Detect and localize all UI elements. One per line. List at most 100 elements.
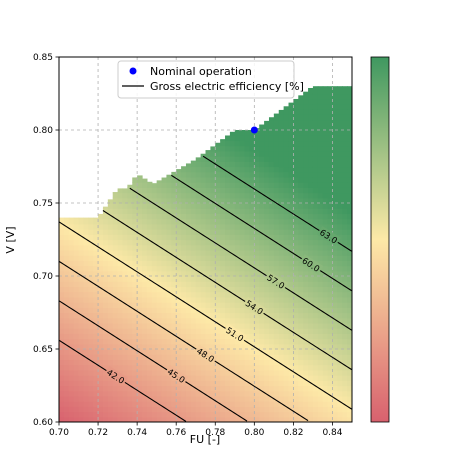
heatmap-cell <box>229 349 236 355</box>
heatmap-cell <box>166 375 172 381</box>
heatmap-cell <box>278 130 285 136</box>
heatmap-cell <box>200 385 207 392</box>
heatmap-cell <box>102 249 109 256</box>
heatmap-cell <box>190 307 197 314</box>
heatmap-cell <box>273 338 280 345</box>
x-tick-label: 0.78 <box>205 428 225 438</box>
heatmap-cell <box>205 265 211 272</box>
heatmap-cell <box>210 302 216 308</box>
heatmap-cell <box>166 234 172 241</box>
heatmap-cell <box>308 197 314 204</box>
heatmap-cell <box>156 338 163 345</box>
heatmap-cell <box>185 208 192 215</box>
heatmap-cell <box>117 401 124 407</box>
heatmap-cell <box>342 359 348 366</box>
heatmap-cell <box>347 145 352 152</box>
heatmap-cell <box>127 375 133 381</box>
heatmap-cell <box>122 270 128 277</box>
heatmap-cell <box>171 416 177 422</box>
heatmap-cell <box>317 114 324 121</box>
heatmap-cell <box>73 217 80 220</box>
heatmap-cell <box>322 88 329 95</box>
heatmap-cell <box>308 270 314 277</box>
heatmap-cell <box>347 260 352 267</box>
efficiency-heatmap <box>59 86 352 422</box>
heatmap-cell <box>317 390 324 397</box>
heatmap-cell <box>244 333 251 340</box>
heatmap-cell <box>88 217 94 220</box>
heatmap-cell <box>59 291 65 298</box>
heatmap-cell <box>161 187 168 194</box>
heatmap-cell <box>298 411 304 418</box>
heatmap-cell <box>205 197 211 204</box>
heatmap-cell <box>293 338 299 345</box>
heatmap-cell <box>132 312 138 319</box>
heatmap-cell <box>225 312 231 319</box>
heatmap-cell <box>229 239 236 246</box>
heatmap-cell <box>225 286 231 293</box>
heatmap-cell <box>59 328 65 334</box>
heatmap-cell <box>347 229 352 235</box>
heatmap-cell <box>132 401 138 407</box>
heatmap-cell <box>342 150 348 157</box>
heatmap-cell <box>259 375 265 381</box>
heatmap-cell <box>254 156 260 162</box>
heatmap-cell <box>78 255 85 261</box>
heatmap-cell <box>122 286 128 293</box>
heatmap-cell <box>142 406 148 413</box>
heatmap-cell <box>185 276 192 282</box>
heatmap-cell <box>176 234 182 241</box>
heatmap-cell <box>59 276 65 282</box>
x-tick-label: 0.70 <box>49 428 69 438</box>
heatmap-cell <box>205 307 211 314</box>
heatmap-cell <box>205 260 211 267</box>
heatmap-cell <box>259 317 265 324</box>
heatmap-cell <box>151 369 158 376</box>
heatmap-cell <box>303 375 309 381</box>
heatmap-cell <box>239 343 246 350</box>
heatmap-cell <box>298 103 304 110</box>
heatmap-cell <box>93 322 99 329</box>
heatmap-cell <box>190 161 197 168</box>
heatmap-cell <box>185 163 192 168</box>
heatmap-cell <box>322 145 329 152</box>
heatmap-cell <box>107 359 114 366</box>
heatmap-cell <box>264 338 270 345</box>
heatmap-cell <box>288 135 294 142</box>
heatmap-cell <box>239 390 246 397</box>
heatmap-cell <box>205 291 211 298</box>
heatmap-cell <box>332 197 338 204</box>
heatmap-cell <box>244 187 251 194</box>
heatmap-cell <box>249 255 255 261</box>
heatmap-cell <box>102 401 109 407</box>
heatmap-cell <box>288 223 294 230</box>
heatmap-cell <box>259 296 265 303</box>
heatmap-cell <box>229 354 236 361</box>
heatmap-cell <box>137 390 143 397</box>
heatmap-cell <box>117 354 124 361</box>
heatmap-cell <box>181 213 187 220</box>
heatmap-cell <box>171 197 177 204</box>
heatmap-cell <box>254 401 260 407</box>
heatmap-cell <box>156 349 163 355</box>
heatmap-cell <box>107 260 114 267</box>
heatmap-cell <box>327 349 334 355</box>
heatmap-cell <box>68 359 75 366</box>
heatmap-cell <box>298 218 304 225</box>
heatmap-cell <box>298 343 304 350</box>
heatmap-cell <box>278 150 285 157</box>
heatmap-cell <box>146 265 153 272</box>
heatmap-cell <box>342 156 348 162</box>
heatmap-cell <box>254 260 260 267</box>
heatmap-cell <box>264 218 270 225</box>
heatmap-cell <box>181 364 187 371</box>
heatmap-cell <box>117 312 124 319</box>
heatmap-cell <box>244 244 251 251</box>
heatmap-cell <box>249 270 255 277</box>
heatmap-cell <box>259 265 265 272</box>
heatmap-cell <box>117 234 124 241</box>
heatmap-cell <box>181 182 187 188</box>
heatmap-cell <box>327 276 334 282</box>
heatmap-cell <box>322 213 329 220</box>
heatmap-cell <box>88 401 94 407</box>
